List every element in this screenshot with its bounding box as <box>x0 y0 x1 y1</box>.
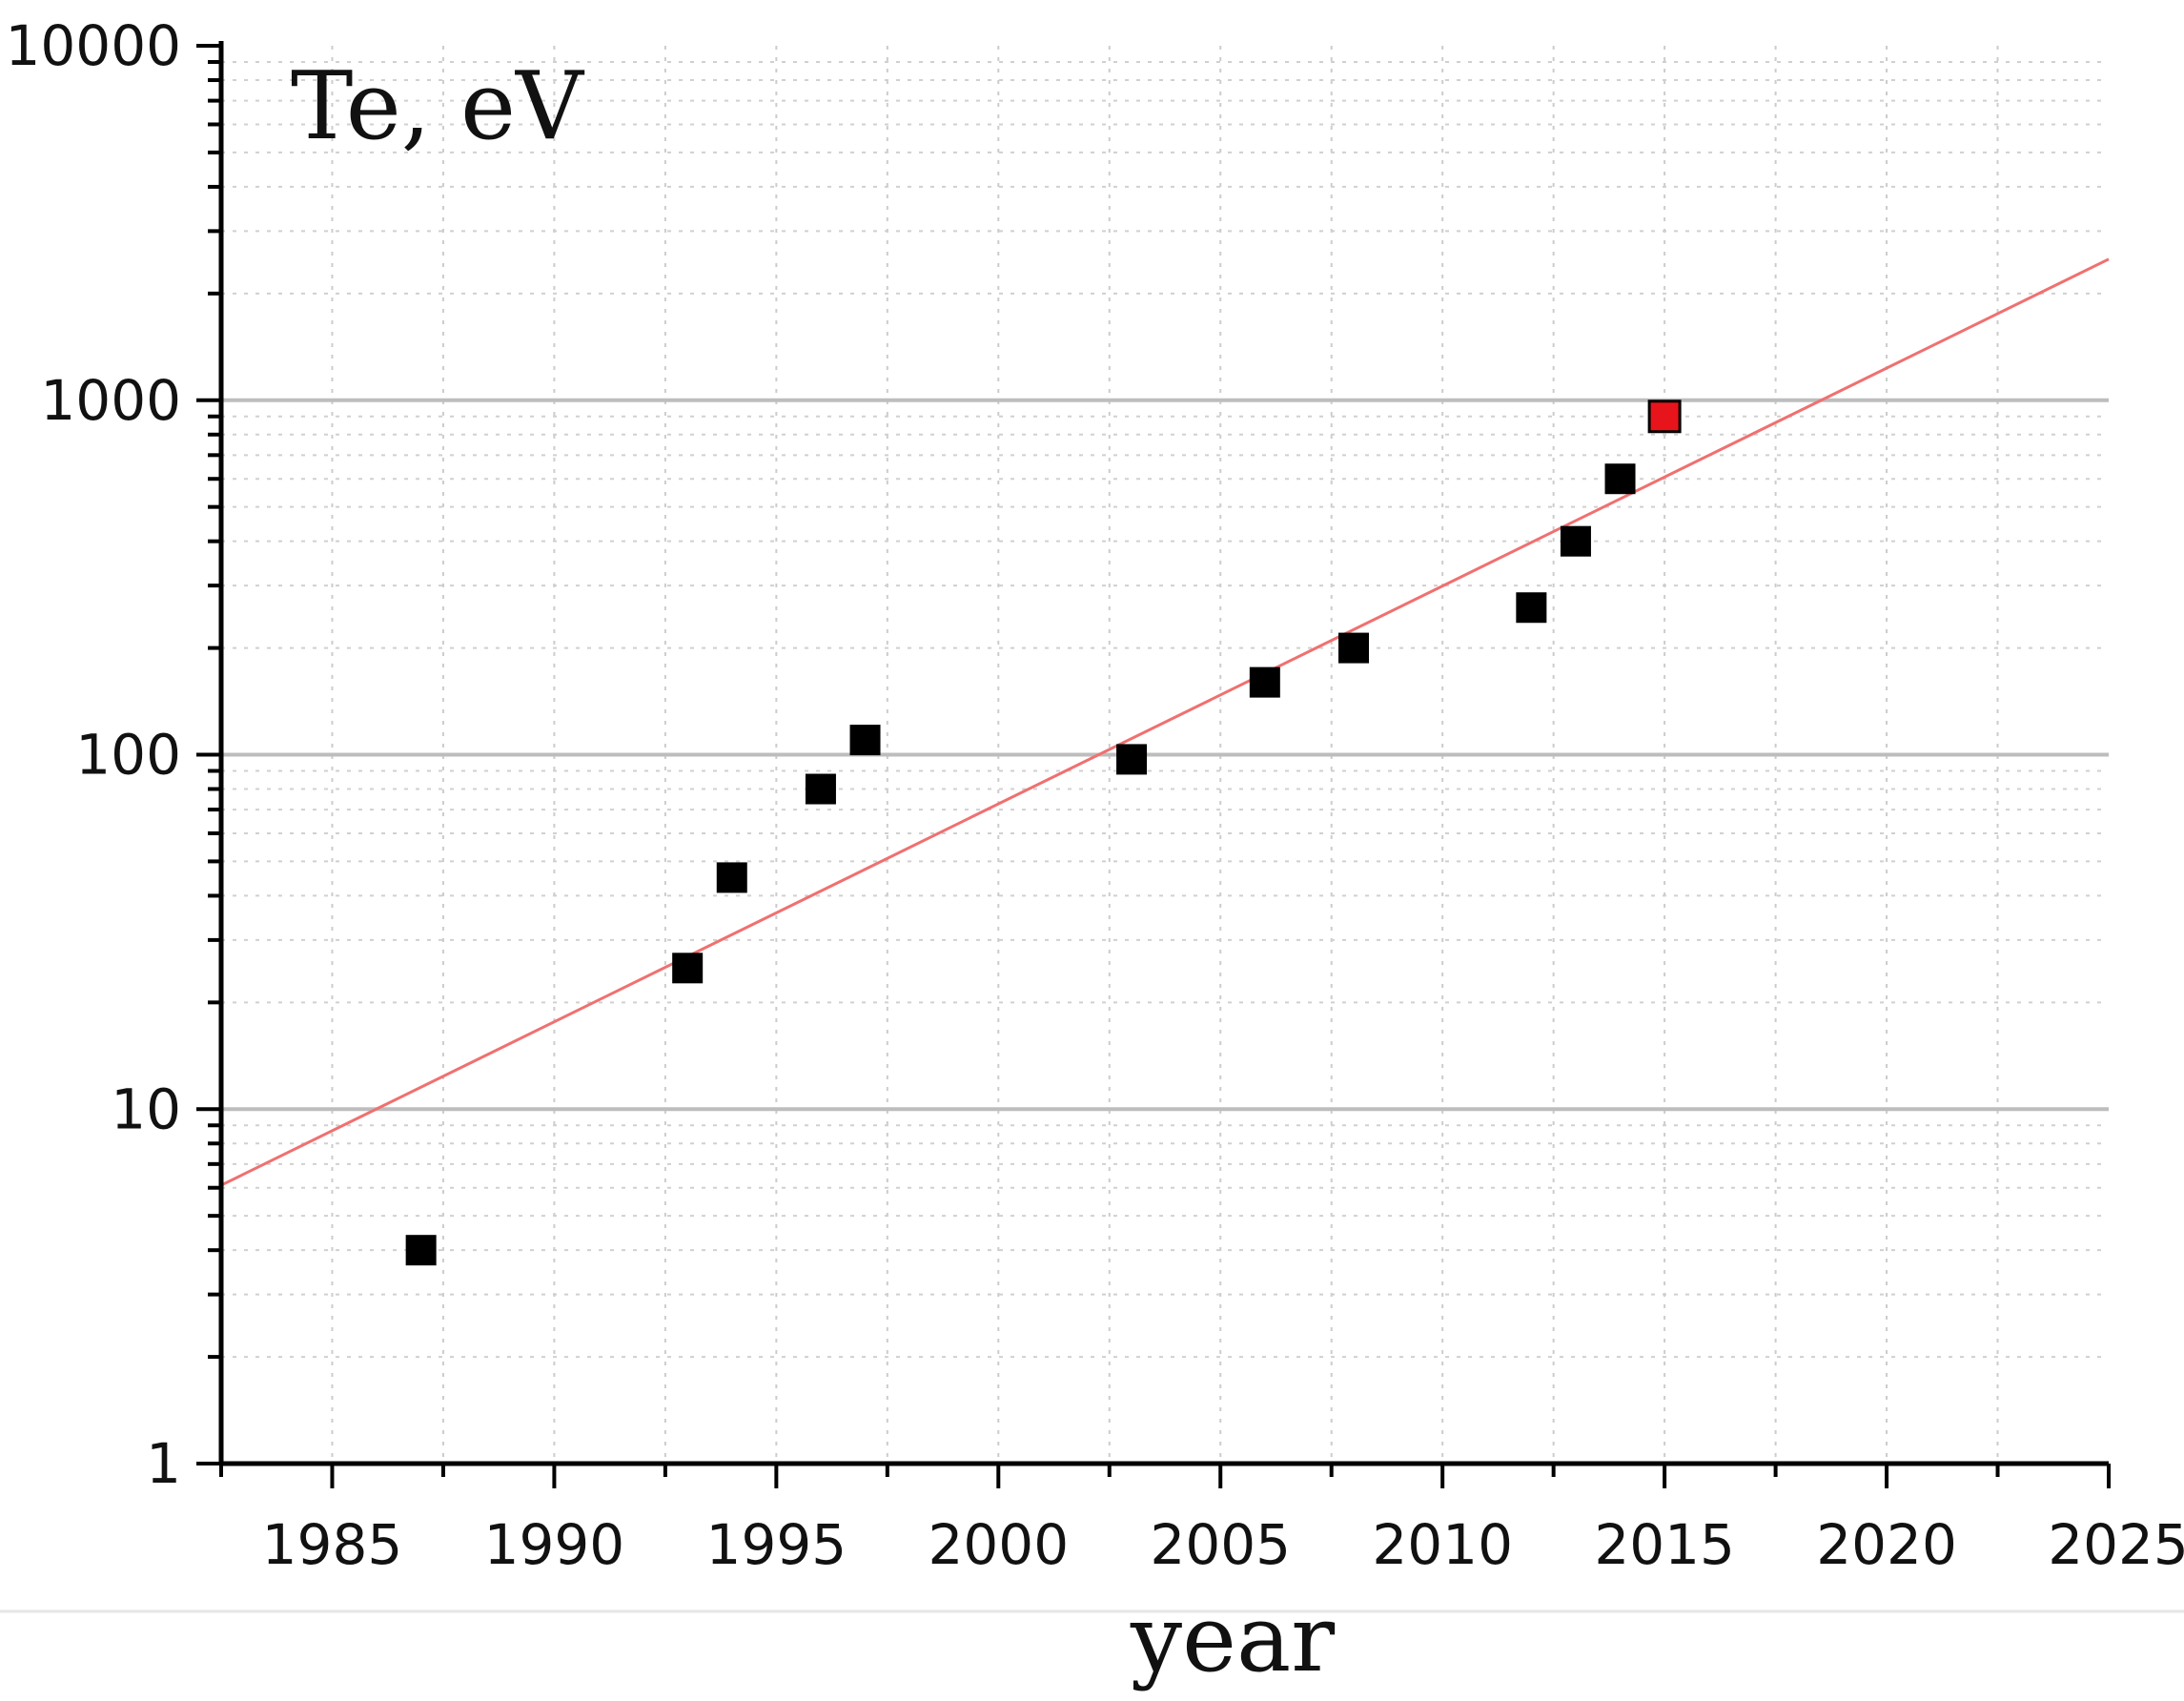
axes <box>196 41 2111 1488</box>
y-tick-label: 1000 <box>40 368 181 433</box>
data-point <box>405 1235 437 1266</box>
y-tick-label: 10000 <box>5 13 181 78</box>
data-point <box>716 862 747 893</box>
data-point <box>1116 744 1148 775</box>
data-point <box>1516 592 1547 624</box>
y-tick-label: 10 <box>111 1076 181 1141</box>
x-tick-label: 2015 <box>1594 1512 1735 1577</box>
x-tick-label: 1990 <box>484 1512 625 1577</box>
fit-line <box>220 257 2110 1187</box>
y-tick-label: 100 <box>75 723 181 788</box>
x-tick-label: 2005 <box>1150 1512 1291 1577</box>
x-tick-label: 1995 <box>706 1512 847 1577</box>
x-tick-label: 2025 <box>2048 1512 2184 1577</box>
x-axis-label: year <box>1130 1586 1335 1692</box>
data-point <box>849 725 881 756</box>
data-point <box>1338 632 1369 664</box>
grid <box>221 46 2109 1464</box>
tick-labels: 1 10 100 1000 10000 1985 1990 1995 2000 2005 2010 2… <box>5 13 2184 1577</box>
data-point <box>805 773 836 805</box>
x-tick-label: 2020 <box>1816 1512 1957 1577</box>
data-point <box>1604 463 1636 495</box>
data-point <box>1560 525 1591 557</box>
x-tick-label: 2010 <box>1372 1512 1513 1577</box>
data-points <box>405 400 1682 1266</box>
y-axis-label: Te, eV <box>291 52 585 161</box>
data-point <box>672 953 704 984</box>
fit-line-layer <box>220 257 2110 1187</box>
x-tick-label: 2000 <box>928 1512 1069 1577</box>
data-point-highlighted <box>1647 400 1682 434</box>
x-tick-label: 1985 <box>262 1512 403 1577</box>
data-point <box>1249 666 1280 698</box>
y-tick-label: 1 <box>146 1431 181 1496</box>
